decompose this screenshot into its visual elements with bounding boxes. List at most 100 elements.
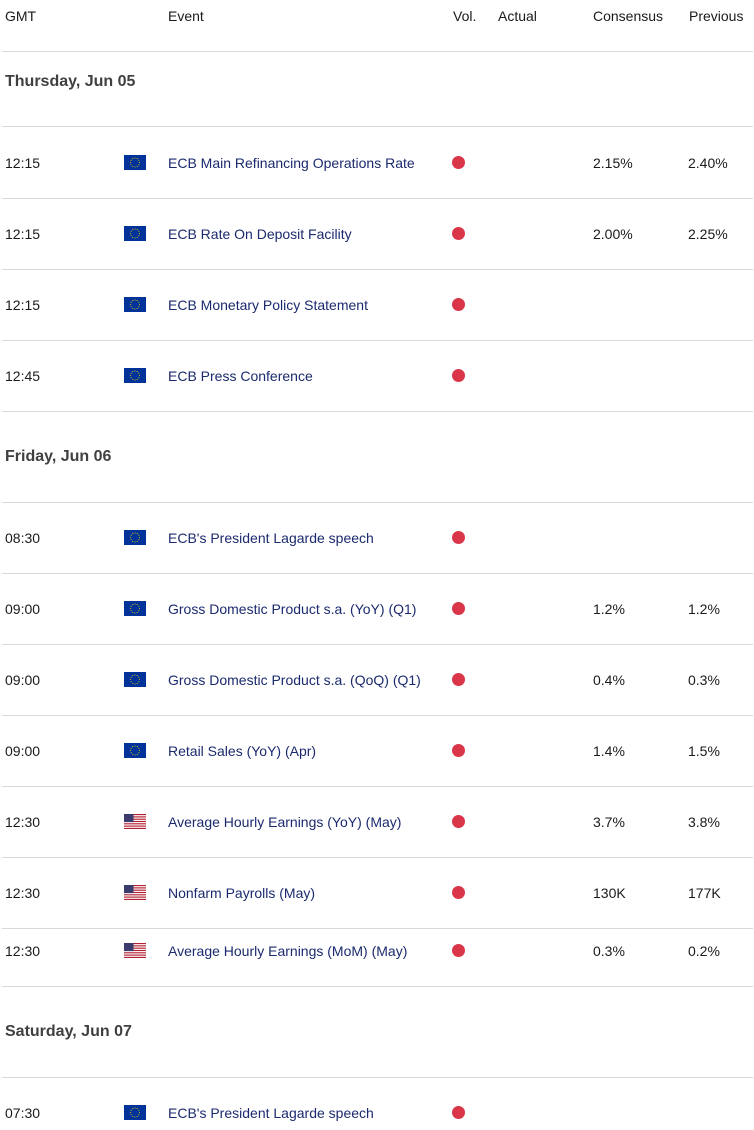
previous-value: 0.3% xyxy=(688,672,720,688)
us-flag-icon xyxy=(124,943,146,958)
row-divider xyxy=(2,269,753,270)
calendar-row[interactable]: 09:00 Retail Sales (YoY) (Apr) 1.4% 1.5% xyxy=(0,743,754,759)
calendar-row[interactable]: 08:30 ECB's President Lagarde speech xyxy=(0,530,754,546)
event-name-link[interactable]: ECB Monetary Policy Statement xyxy=(168,297,368,313)
previous-value: 2.25% xyxy=(688,226,728,242)
high-volatility-icon xyxy=(452,673,465,686)
eu-flag-icon xyxy=(124,672,146,687)
column-header-consensus: Consensus xyxy=(593,8,664,24)
calendar-row[interactable]: 12:15 ECB Rate On Deposit Facility 2.00% 2.… xyxy=(0,226,754,242)
eu-flag-icon xyxy=(124,226,146,241)
consensus-value: 130K xyxy=(593,885,626,901)
row-divider xyxy=(2,573,753,574)
high-volatility-icon xyxy=(452,886,465,899)
row-divider xyxy=(2,502,753,503)
high-volatility-icon xyxy=(452,944,465,957)
event-time: 12:45 xyxy=(5,368,41,384)
high-volatility-icon xyxy=(452,1106,465,1119)
previous-value: 2.40% xyxy=(688,155,728,171)
row-divider xyxy=(2,340,753,341)
calendar-row[interactable]: 09:00 Gross Domestic Product s.a. (YoY) (… xyxy=(0,601,754,617)
calendar-row[interactable]: 12:15 ECB Main Refinancing Operations Rat… xyxy=(0,155,754,171)
event-name-link[interactable]: Average Hourly Earnings (MoM) (May) xyxy=(168,943,408,959)
previous-value: 177K xyxy=(688,885,721,901)
high-volatility-icon xyxy=(452,531,465,544)
calendar-row[interactable]: 12:30 Nonfarm Payrolls (May) 130K 177K xyxy=(0,885,754,901)
event-time: 09:00 xyxy=(5,601,41,617)
row-divider xyxy=(2,1077,753,1078)
row-divider xyxy=(2,986,753,987)
row-divider xyxy=(2,411,753,412)
calendar-row[interactable]: 12:45 ECB Press Conference xyxy=(0,368,754,384)
column-header-event: Event xyxy=(168,8,204,24)
event-name-link[interactable]: Nonfarm Payrolls (May) xyxy=(168,885,316,901)
event-time: 07:30 xyxy=(5,1105,41,1121)
us-flag-icon xyxy=(124,885,146,900)
high-volatility-icon xyxy=(452,298,465,311)
row-divider xyxy=(2,644,753,645)
high-volatility-icon xyxy=(452,156,465,169)
event-name-link[interactable]: Gross Domestic Product s.a. (QoQ) (Q1) xyxy=(168,672,421,688)
day-header: Friday, Jun 06 xyxy=(5,448,112,465)
eu-flag-icon xyxy=(124,368,146,383)
consensus-value: 3.7% xyxy=(593,814,625,830)
eu-flag-icon xyxy=(124,297,146,312)
eu-flag-icon xyxy=(124,155,146,170)
consensus-value: 0.4% xyxy=(593,672,625,688)
eu-flag-icon xyxy=(124,743,146,758)
previous-value: 1.5% xyxy=(688,743,720,759)
high-volatility-icon xyxy=(452,227,465,240)
event-time: 12:15 xyxy=(5,155,41,171)
previous-value: 3.8% xyxy=(688,814,720,830)
high-volatility-icon xyxy=(452,815,465,828)
event-time: 09:00 xyxy=(5,672,41,688)
consensus-value: 1.2% xyxy=(593,601,625,617)
calendar-row[interactable]: 07:30 ECB's President Lagarde speech xyxy=(0,1105,754,1121)
event-time: 12:30 xyxy=(5,814,41,830)
event-name-link[interactable]: Retail Sales (YoY) (Apr) xyxy=(168,743,317,759)
row-divider xyxy=(2,857,753,858)
column-header-actual: Actual xyxy=(498,8,537,24)
day-header: Saturday, Jun 07 xyxy=(5,1023,132,1040)
row-divider xyxy=(2,51,753,52)
column-header-volatility: Vol. xyxy=(453,8,477,24)
previous-value: 1.2% xyxy=(688,601,720,617)
calendar-row[interactable]: 12:30 Average Hourly Earnings (YoY) (May)… xyxy=(0,814,754,830)
event-name-link[interactable]: ECB Press Conference xyxy=(168,368,313,384)
row-divider xyxy=(2,715,753,716)
row-divider xyxy=(2,786,753,787)
event-name-link[interactable]: ECB's President Lagarde speech xyxy=(168,1105,374,1121)
event-name-link[interactable]: ECB's President Lagarde speech xyxy=(168,530,374,546)
consensus-value: 2.00% xyxy=(593,226,633,242)
event-time: 08:30 xyxy=(5,530,41,546)
previous-value: 0.2% xyxy=(688,943,720,959)
consensus-value: 0.3% xyxy=(593,943,625,959)
row-divider xyxy=(2,126,753,127)
event-time: 12:30 xyxy=(5,885,41,901)
event-time: 12:15 xyxy=(5,297,41,313)
calendar-row[interactable]: 12:15 ECB Monetary Policy Statement xyxy=(0,297,754,313)
event-name-link[interactable]: Average Hourly Earnings (YoY) (May) xyxy=(168,814,402,830)
us-flag-icon xyxy=(124,814,146,829)
column-header-previous: Previous xyxy=(689,8,744,24)
high-volatility-icon xyxy=(452,744,465,757)
high-volatility-icon xyxy=(452,602,465,615)
consensus-value: 1.4% xyxy=(593,743,625,759)
high-volatility-icon xyxy=(452,369,465,382)
row-divider xyxy=(2,928,753,929)
calendar-row[interactable]: 09:00 Gross Domestic Product s.a. (QoQ) (… xyxy=(0,672,754,688)
eu-flag-icon xyxy=(124,601,146,616)
event-time: 12:30 xyxy=(5,943,41,959)
eu-flag-icon xyxy=(124,530,146,545)
event-name-link[interactable]: Gross Domestic Product s.a. (YoY) (Q1) xyxy=(168,601,417,617)
event-time: 12:15 xyxy=(5,226,41,242)
row-divider xyxy=(2,198,753,199)
consensus-value: 2.15% xyxy=(593,155,633,171)
event-time: 09:00 xyxy=(5,743,41,759)
event-name-link[interactable]: ECB Main Refinancing Operations Rate xyxy=(168,155,415,171)
day-header: Thursday, Jun 05 xyxy=(5,73,136,90)
eu-flag-icon xyxy=(124,1105,146,1120)
column-header-gmt: GMT xyxy=(5,8,37,24)
calendar-row[interactable]: 12:30 Average Hourly Earnings (MoM) (May)… xyxy=(0,943,754,959)
event-name-link[interactable]: ECB Rate On Deposit Facility xyxy=(168,226,352,242)
